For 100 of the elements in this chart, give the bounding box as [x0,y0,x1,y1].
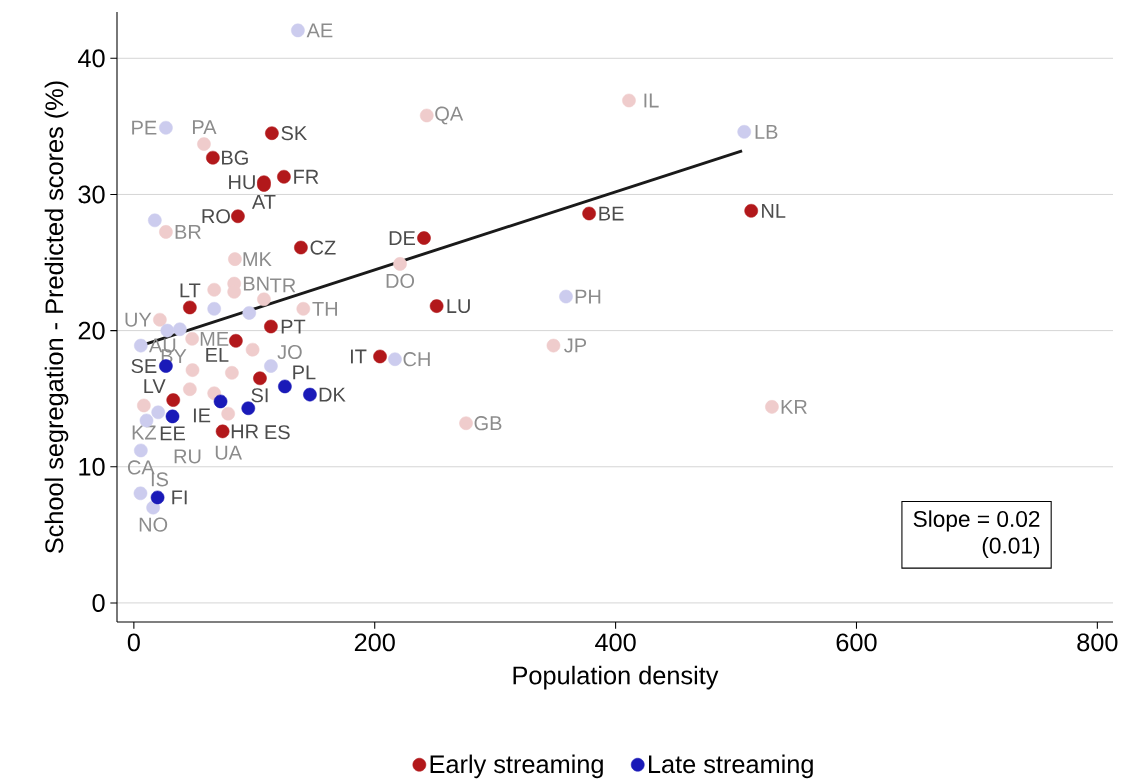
data-label: AE [306,23,333,38]
point [303,387,317,402]
point [207,282,221,297]
data-label: IT [350,349,367,364]
point [206,150,220,165]
point [257,292,271,307]
point [165,409,180,424]
point [264,319,278,334]
data-label: BN [243,276,269,291]
data-label: LV [144,379,166,393]
data-label: TR [270,278,296,293]
y-tick-label: 10 [79,457,105,476]
point [153,312,167,327]
data-label: KZ [132,425,157,440]
point [393,257,407,271]
point [185,363,200,377]
data-label: DO [386,273,415,288]
data-label: MK [243,252,272,267]
point [221,406,235,421]
point [197,137,211,151]
data-label: GB [474,416,502,431]
data-label: PH [575,289,601,304]
point [241,401,256,416]
data-label: AT [251,195,276,209]
data-label: SK [281,126,307,141]
point [294,240,308,255]
data-label: RU [174,449,201,464]
data-label: FR [294,169,319,184]
data-label: NO [139,517,168,532]
point [765,400,779,414]
point [546,338,561,353]
point [183,382,197,396]
point [277,169,291,184]
data-label: NL [762,203,786,218]
point [291,23,305,38]
data-label: JO [277,344,302,360]
point [134,443,148,458]
y-tick-label: 20 [78,321,105,340]
point [215,424,230,439]
y-axis-title: School segregation - Predicted scores (%) [44,81,69,554]
data-label: CZ [310,240,336,255]
y-tick-label: 30 [78,185,105,204]
point [159,120,173,135]
data-label: UY [125,312,152,327]
point [459,416,473,431]
point [137,398,151,413]
data-label: SE [131,358,157,374]
data-label: EL [206,347,229,362]
point [185,331,199,346]
point [183,300,197,315]
data-label: ME [200,331,229,346]
point [150,490,165,505]
y-tick-label: 40 [78,49,105,68]
point [265,126,279,140]
data-label: SI [251,388,268,403]
point [146,500,160,515]
x-axis-title: Population density [513,665,719,690]
legend-label: Early streaming [430,754,603,779]
legend-label: Late streaming [649,754,813,779]
data-label: DK [319,387,346,402]
data-label: FI [172,490,187,505]
point [253,371,267,386]
point [133,486,148,501]
data-label: DE [389,231,416,245]
x-tick-label: 0 [127,633,140,652]
data-label: PL [293,365,316,380]
data-label: RO [202,209,230,224]
point [159,225,173,239]
point [228,252,242,266]
data-label: UA [215,445,243,460]
point [207,302,221,316]
point [582,206,596,221]
point [264,359,278,373]
point [559,289,573,304]
point [225,366,239,380]
point [166,393,181,407]
point [229,334,243,348]
point [151,405,165,420]
point [242,306,257,320]
point [737,125,752,139]
point [134,338,148,353]
point [160,323,175,338]
data-label: LB [755,124,778,139]
data-label: QA [435,106,464,125]
point [419,108,434,123]
point [245,342,260,357]
point [231,209,245,224]
x-tick-label: 800 [1077,633,1118,652]
data-label: CH [403,352,430,367]
point [296,302,311,316]
point [388,352,402,367]
data-label: JP [564,338,587,353]
point [417,231,431,245]
data-label: HR [231,424,259,439]
data-label: BR [175,225,201,239]
point [373,349,387,364]
data-label: PE [132,120,157,135]
data-label: PT [281,319,306,334]
data-label: TH [312,301,337,316]
point [622,93,636,108]
